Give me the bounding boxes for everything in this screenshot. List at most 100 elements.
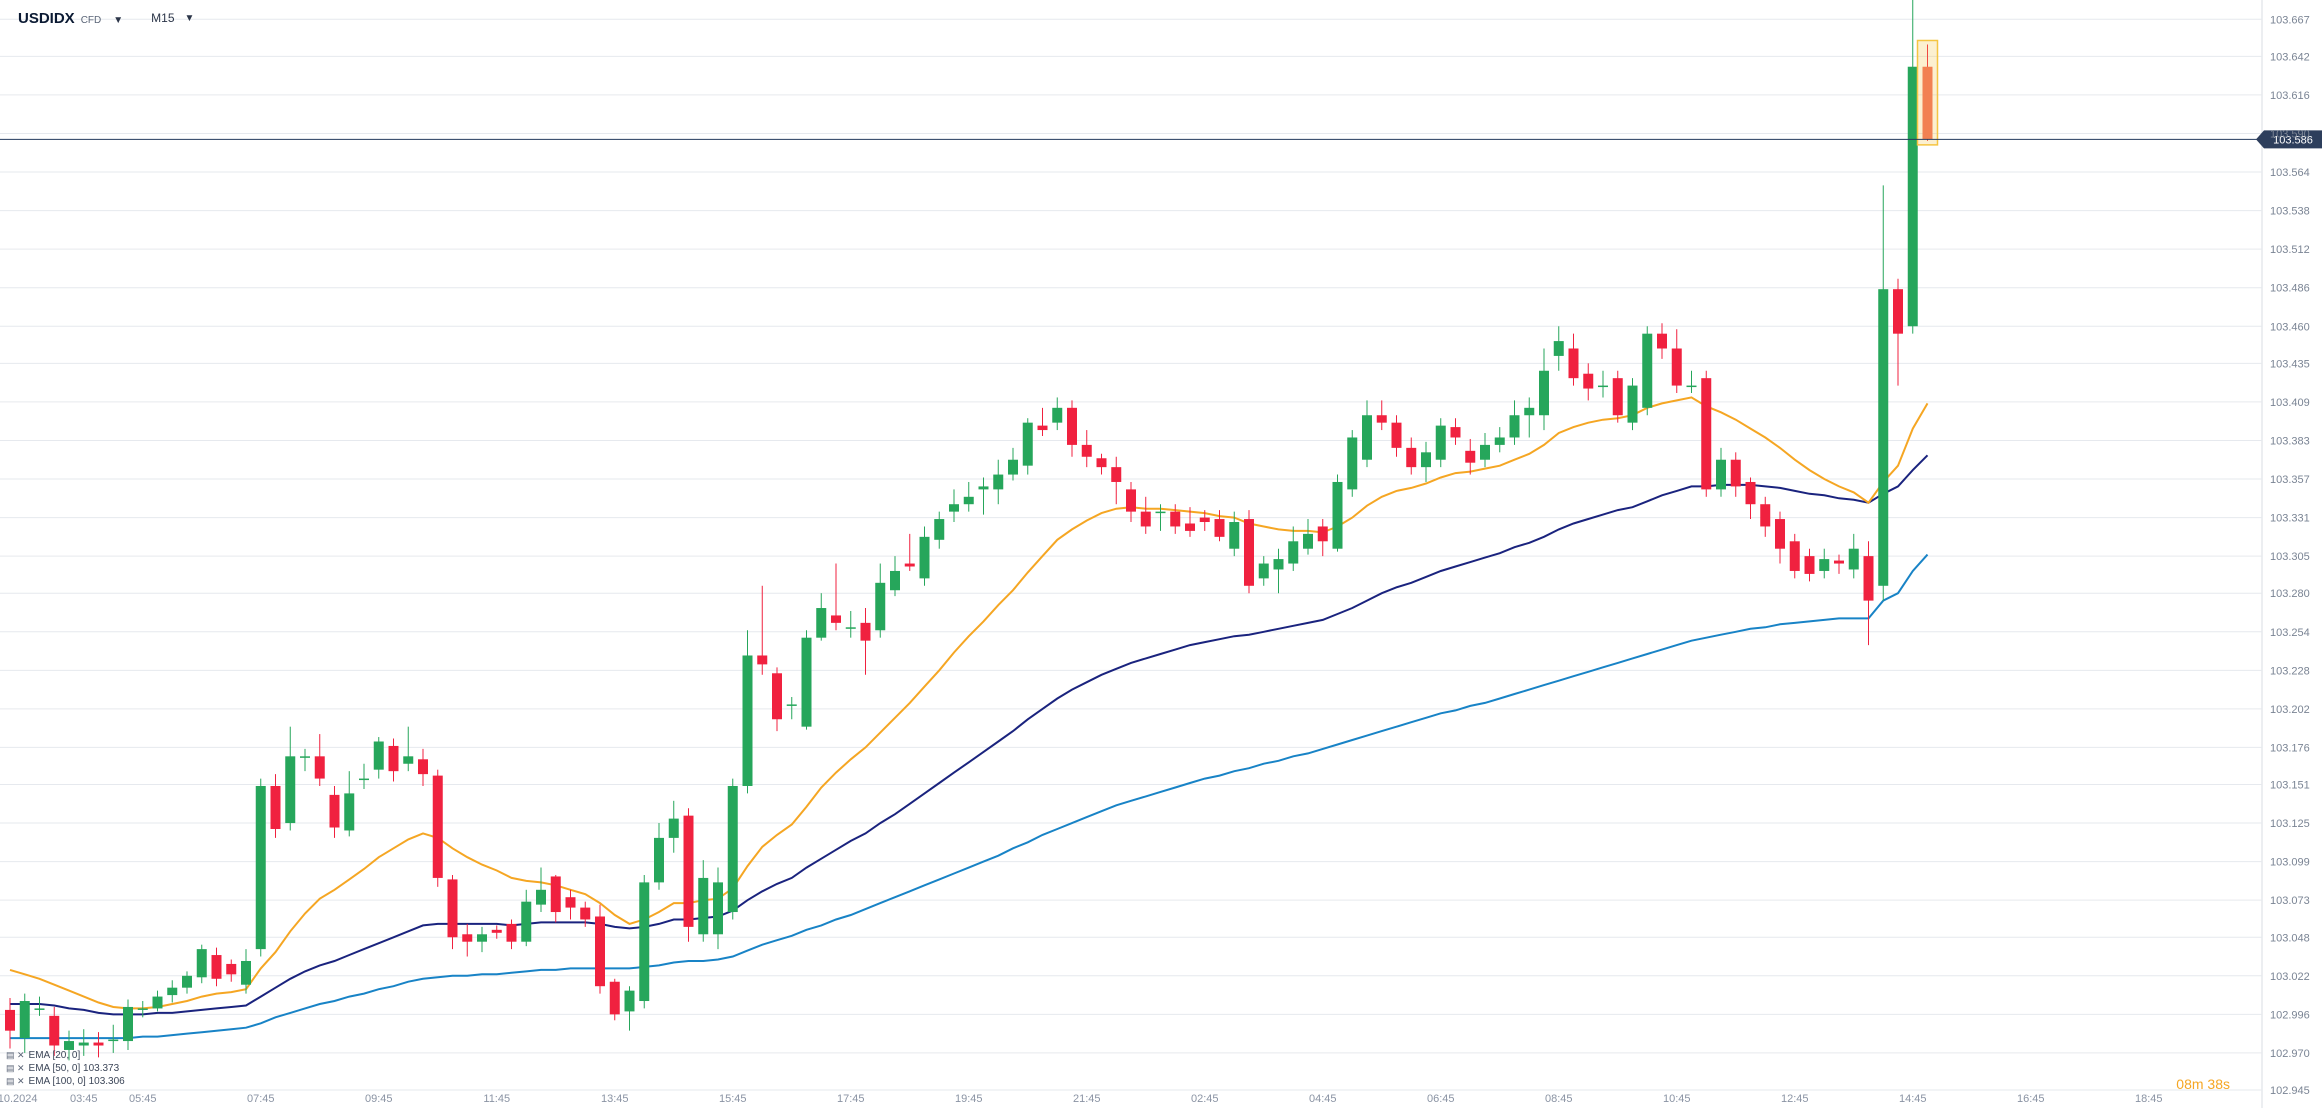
candle: [1052, 397, 1063, 431]
candle-body: [1288, 541, 1299, 564]
settings-close-icons[interactable]: ▤ ✕: [6, 1063, 25, 1073]
price-tick-label: 102.996: [2270, 1009, 2310, 1021]
candle-body: [1657, 333, 1667, 349]
price-tick-label: 103.151: [2270, 780, 2310, 792]
candle-body: [1878, 289, 1889, 586]
candle-body: [64, 1041, 74, 1050]
time-axis: 16.10.2024 03:45 05:45 07:45 09:45 11:45 13:45…: [0, 1093, 2163, 1105]
candle: [196, 944, 207, 984]
candle: [1111, 456, 1122, 505]
candle: [875, 563, 886, 638]
time-tick-label: 06:45: [1427, 1093, 1455, 1105]
candle-body: [875, 582, 886, 631]
candle-body: [1126, 489, 1136, 512]
candle-body: [1332, 481, 1343, 549]
price-tick-label: 103.538: [2270, 206, 2310, 218]
price-axis: 103.667 103.642 103.616 103.590 103.564 103.5…: [2270, 14, 2310, 1097]
candle: [624, 986, 635, 1031]
candle-body: [108, 1039, 119, 1042]
settings-close-icons[interactable]: ▤ ✕: [6, 1050, 25, 1060]
time-tick-label: 08:45: [1545, 1093, 1573, 1105]
candle: [1465, 438, 1476, 475]
candle: [49, 1006, 60, 1056]
time-tick-label: 02:45: [1191, 1093, 1219, 1105]
candle-body: [1494, 437, 1505, 445]
time-tick-label: 13:45: [601, 1093, 629, 1105]
candle: [845, 610, 856, 638]
time-tick-label: 04:45: [1309, 1093, 1337, 1105]
candle: [1273, 548, 1284, 594]
candle-body: [241, 960, 251, 985]
candle: [226, 959, 237, 982]
candle-body: [255, 785, 266, 950]
candle: [1081, 430, 1092, 468]
candle: [801, 630, 812, 730]
candle-body: [1893, 289, 1903, 334]
candle: [757, 585, 768, 675]
candle: [1863, 541, 1874, 646]
candle-body: [1465, 450, 1476, 463]
candle-body: [639, 882, 650, 1002]
candle-body: [609, 981, 620, 1015]
candle: [1435, 418, 1446, 468]
candle: [1775, 511, 1785, 564]
time-tick-label: 16.10.2024: [0, 1093, 38, 1105]
candle-body: [1509, 415, 1520, 438]
symbol-name: USDIDX: [18, 9, 75, 27]
candle-body: [831, 615, 841, 623]
candle-body: [1067, 407, 1077, 445]
time-tick-label: 15:45: [719, 1093, 747, 1105]
candle: [1509, 400, 1520, 445]
time-tick-label: 21:45: [1073, 1093, 1101, 1105]
candle-body: [949, 504, 959, 512]
candle: [816, 593, 827, 641]
candle: [668, 800, 679, 853]
candle: [639, 874, 650, 1009]
legend-ema50[interactable]: ▤ ✕ EMA [50, 0] 103.373: [6, 1062, 125, 1075]
candle: [860, 608, 871, 675]
candle: [890, 556, 900, 597]
candle: [1760, 496, 1771, 537]
time-tick-label: 17:45: [837, 1093, 865, 1105]
candle-body: [1435, 425, 1446, 460]
candle-body: [1185, 523, 1195, 531]
candle: [432, 769, 443, 887]
candle-body: [1362, 415, 1372, 460]
candle-body: [742, 655, 753, 786]
candle-body: [1022, 422, 1033, 466]
candle: [1347, 430, 1358, 497]
candle-body: [1671, 348, 1682, 386]
candle-body: [919, 536, 930, 579]
symbol-selector[interactable]: USDIDX CFD ▼: [18, 10, 123, 27]
settings-close-icons[interactable]: ▤ ✕: [6, 1076, 25, 1086]
candle: [34, 996, 45, 1016]
chevron-down-icon[interactable]: ▼: [113, 14, 124, 26]
chevron-down-icon[interactable]: ▼: [184, 12, 195, 24]
candle: [565, 889, 576, 920]
candle: [713, 867, 723, 950]
candle: [1288, 526, 1299, 571]
ema50-line: [10, 454, 1929, 1016]
candle-body: [1140, 511, 1151, 527]
price-tick-label: 102.970: [2270, 1048, 2310, 1060]
candle-body: [1347, 437, 1358, 490]
candle: [934, 511, 945, 549]
legend-ema100[interactable]: ▤ ✕ EMA [100, 0] 103.306: [6, 1075, 125, 1088]
candle-body: [550, 876, 561, 913]
candle: [1494, 427, 1505, 453]
candle: [19, 993, 30, 1053]
legend-ema20[interactable]: ▤ ✕ EMA [20, 0]: [6, 1049, 125, 1062]
time-tick-label: 19:45: [955, 1093, 983, 1105]
candle-body: [1037, 425, 1048, 431]
candle-body: [418, 759, 428, 775]
price-tick-label: 103.048: [2270, 932, 2310, 944]
candle-body: [786, 704, 797, 706]
candle: [1140, 496, 1151, 534]
timeframe-selector[interactable]: M15 ▼: [151, 11, 194, 25]
candle-body: [1804, 556, 1815, 574]
candle: [491, 925, 502, 939]
candle: [506, 919, 517, 950]
candle: [1701, 370, 1712, 497]
candle-body: [211, 955, 222, 979]
